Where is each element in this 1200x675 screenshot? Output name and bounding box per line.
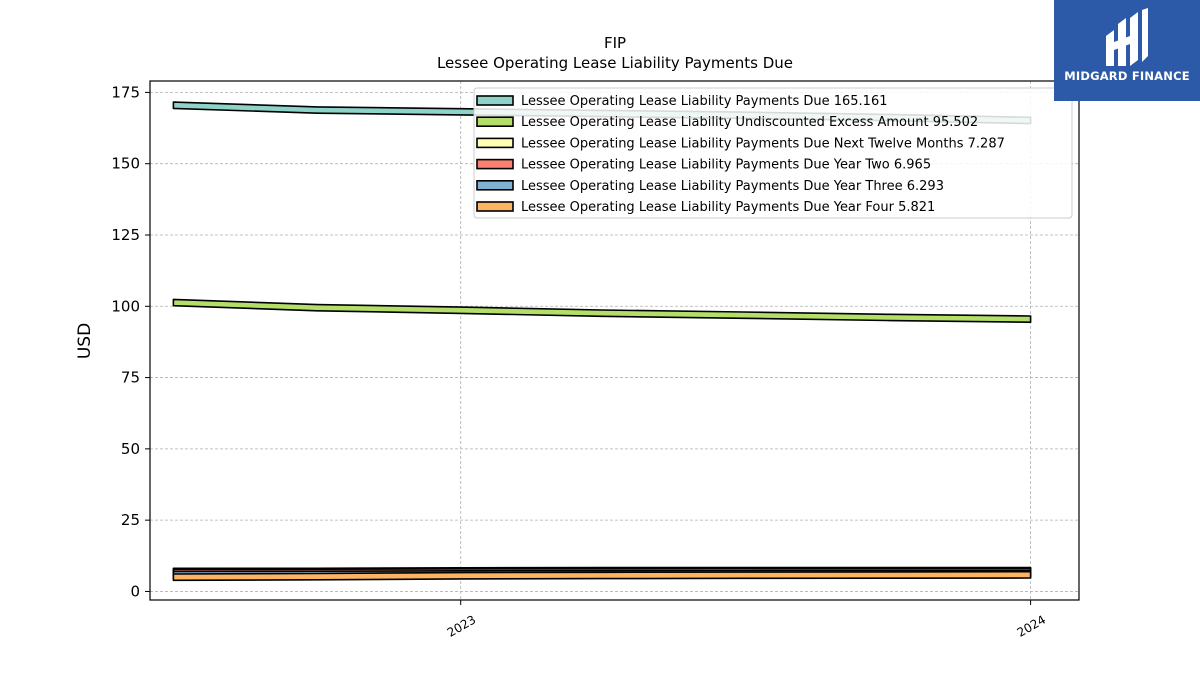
legend-box: [473, 87, 1073, 219]
y-tick-label: 75: [121, 369, 140, 387]
chart-subtitle: Lessee Operating Lease Liability Payment…: [437, 54, 793, 72]
series-areas: [172, 101, 1032, 582]
legend-swatch: [476, 116, 514, 127]
y-axis-label: USD: [75, 323, 95, 359]
legend-entry: Lessee Operating Lease Liability Payment…: [521, 158, 931, 173]
legend-entry: Lessee Operating Lease Liability Payment…: [521, 94, 887, 109]
y-tick-label: 0: [130, 582, 140, 600]
y-tick-label: 125: [111, 226, 140, 244]
x-axis: 2023 2024: [445, 600, 1048, 640]
y-tick-label: 175: [111, 83, 140, 101]
legend-entry: Lessee Operating Lease Liability Payment…: [521, 179, 944, 194]
plot-frame: [149, 80, 1080, 601]
legend-entry: Lessee Operating Lease Liability Undisco…: [521, 115, 978, 130]
legend-swatch: [476, 201, 514, 212]
y-tick-label: 25: [121, 511, 140, 529]
logo-mark-icon: [1106, 8, 1148, 66]
y-tick-label: 150: [111, 155, 140, 173]
logo-text: MIDGARD FINANCE: [1064, 69, 1190, 83]
series-area-6: [172, 570, 1032, 582]
legend-swatch: [476, 95, 514, 106]
y-tick-label: 50: [121, 440, 140, 458]
y-axis: 0 25 50 75 100 125 150 175: [111, 83, 150, 600]
chart-title: FIP: [604, 34, 626, 52]
series-area-2: [172, 298, 1032, 324]
legend-swatch: [476, 158, 514, 170]
legend-swatch: [476, 180, 514, 191]
legend-entry: Lessee Operating Lease Liability Payment…: [521, 136, 1005, 151]
y-tick-label: 100: [111, 297, 140, 315]
x-tick-label: 2024: [1015, 612, 1048, 639]
x-tick-label: 2023: [445, 612, 478, 639]
legend-swatch: [476, 137, 514, 149]
midgard-finance-logo: MIDGARD FINANCE: [1054, 0, 1200, 101]
legend: Lessee Operating Lease Liability Payment…: [473, 87, 1073, 219]
legend-entry: Lessee Operating Lease Liability Payment…: [521, 200, 935, 215]
